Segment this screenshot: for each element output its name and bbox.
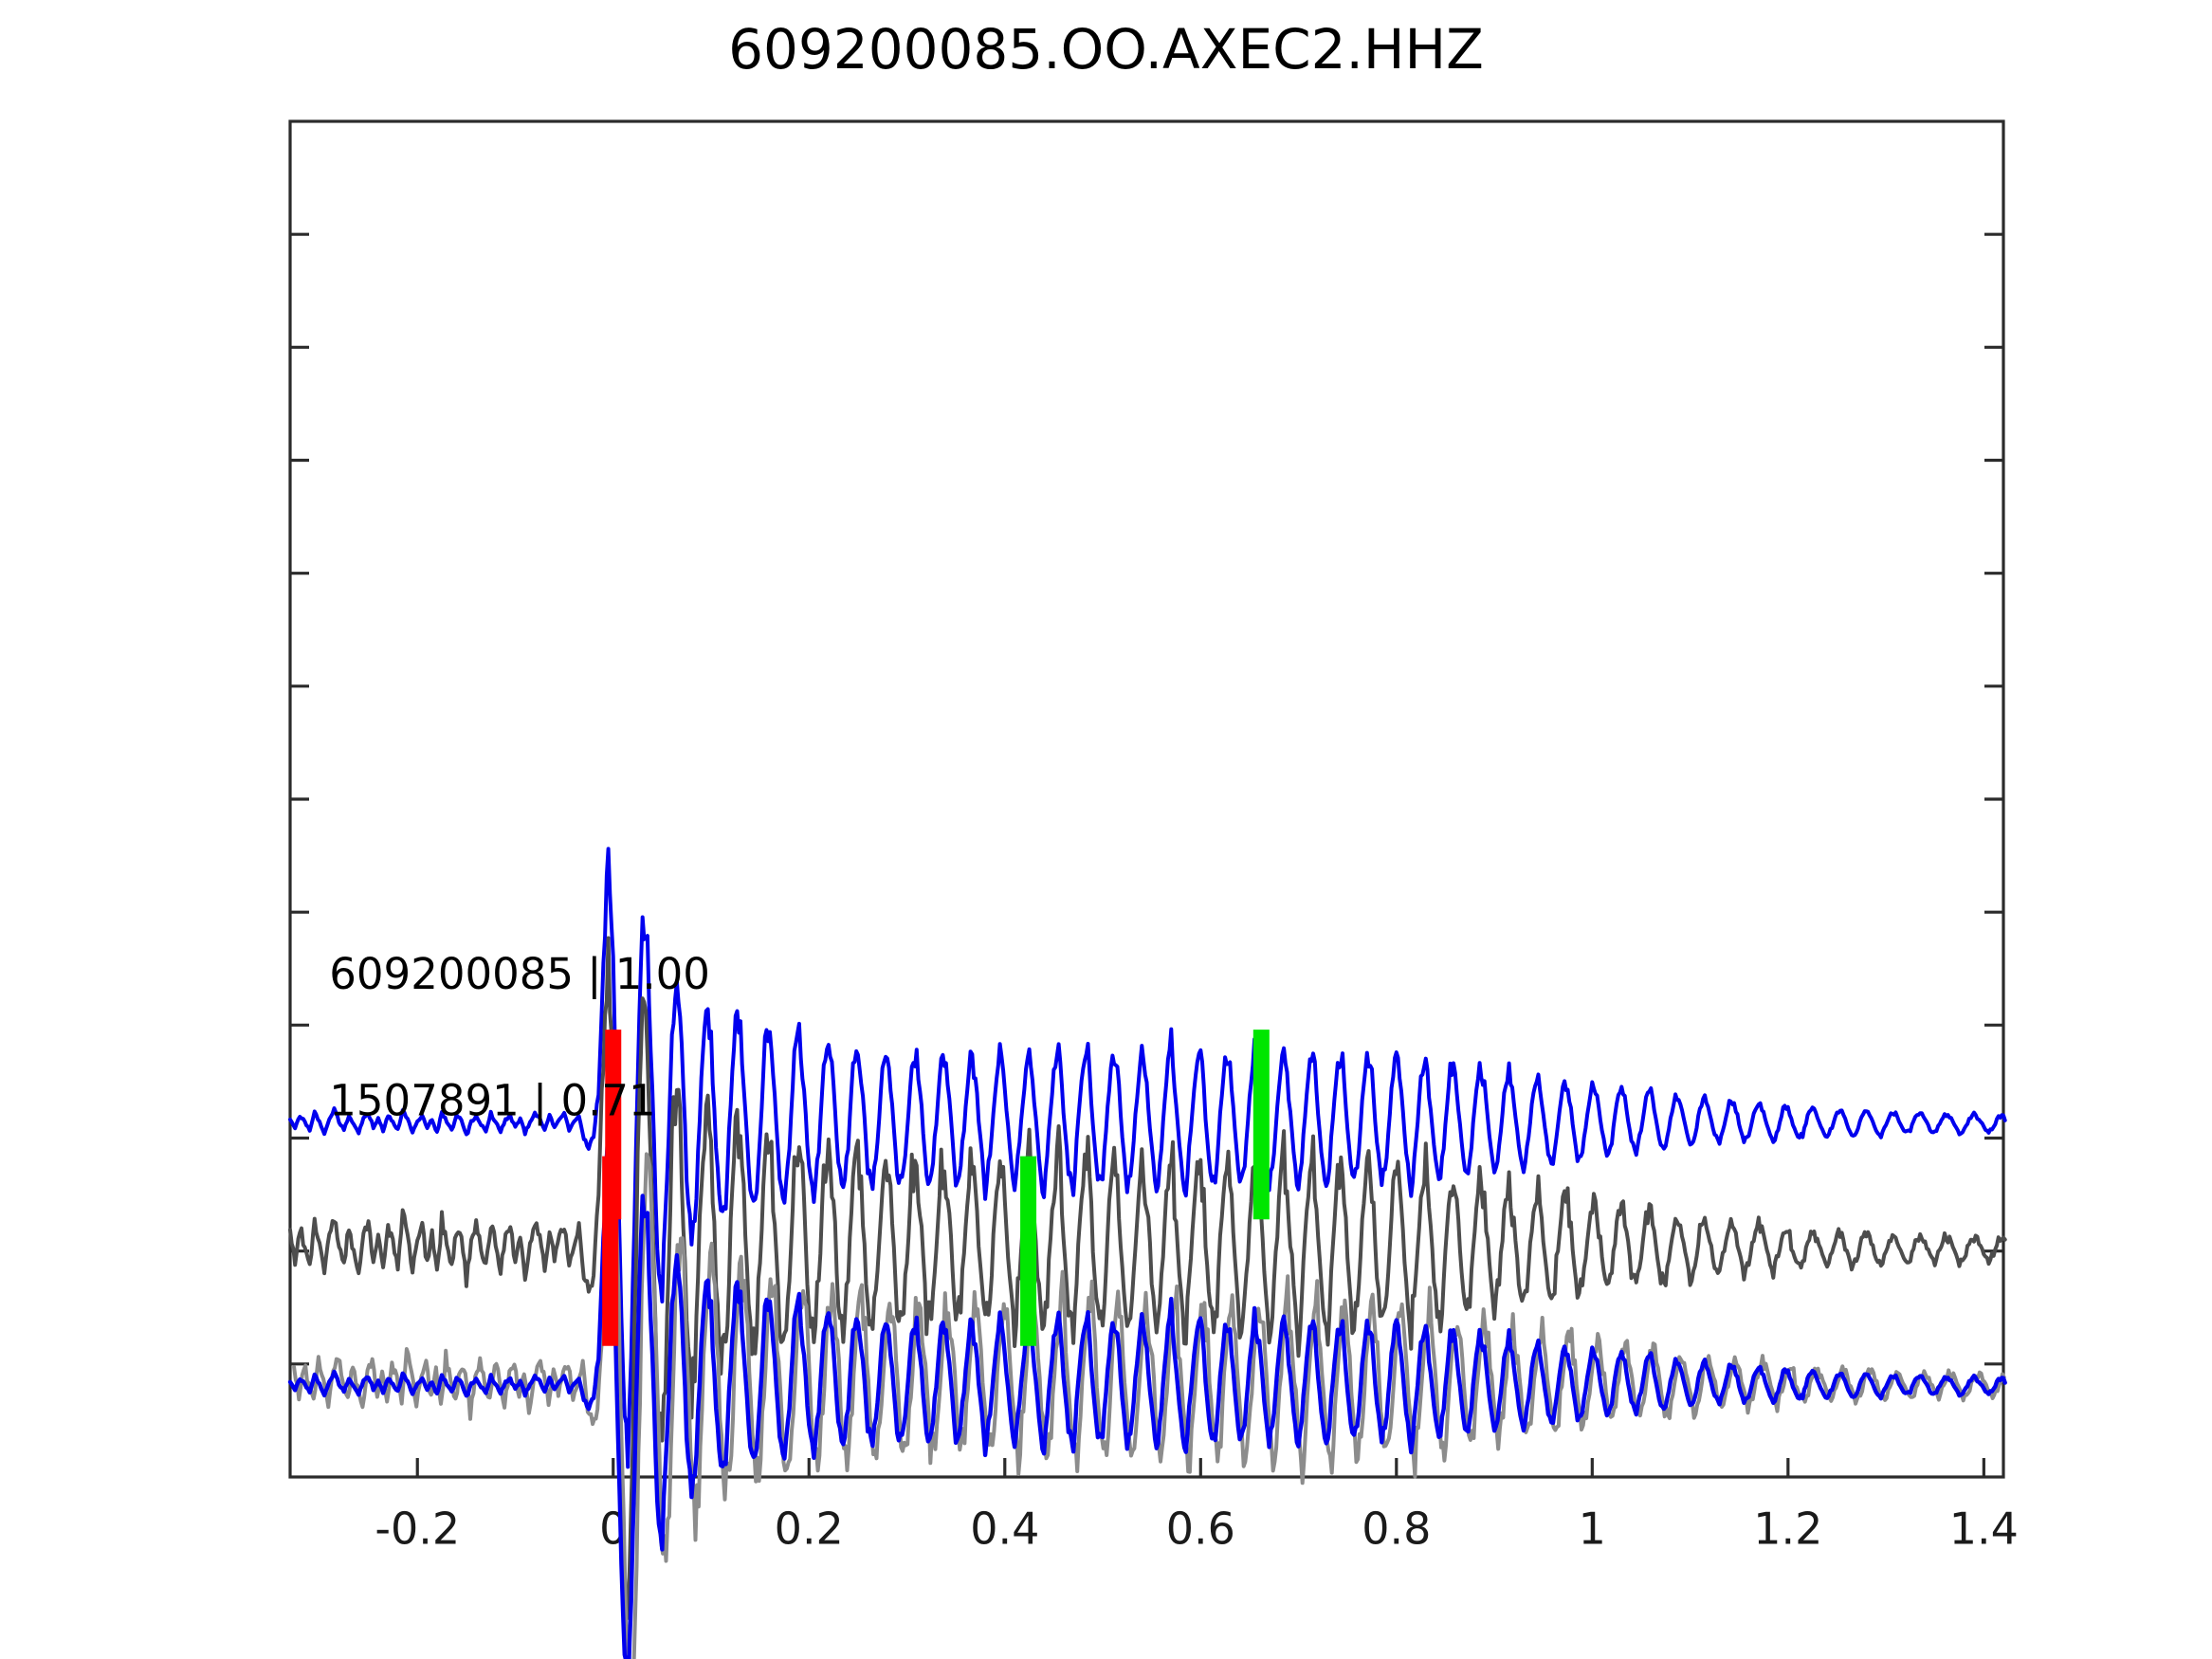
x-tick-label: 0.4	[970, 1503, 1039, 1554]
waveform-template	[288, 847, 2007, 1469]
waveform-detection	[288, 936, 2007, 1620]
x-tick-label: 1	[1579, 1503, 1606, 1554]
x-tick-label: -0.2	[375, 1503, 460, 1554]
x-tick-label: 0.2	[775, 1503, 844, 1554]
x-tick-label: 1.2	[1753, 1503, 1822, 1554]
x-tick-label: 0.6	[1166, 1503, 1235, 1554]
page-title: 609200085.OO.AXEC2.HHZ	[728, 17, 1484, 82]
y-axis-ticks	[290, 232, 2003, 1366]
detection-trace-label: 1507891 | 0.71	[329, 1076, 655, 1126]
panel-detection-trace	[288, 936, 2007, 1620]
x-axis-ticks: -0.2 0 0.2 0.4 0.6 0.8 1 1.2 1.4	[375, 1458, 2019, 1554]
x-tick-label: 1.4	[1949, 1503, 2019, 1554]
panel-template-trace	[288, 847, 2007, 1469]
waveform-overlay-template	[287, 1130, 2007, 1659]
panel-overlay-comparison	[287, 1096, 2007, 1659]
template-trace-label: 609200085 | 1.00	[329, 949, 710, 999]
x-tick-label: 0.8	[1362, 1503, 1431, 1554]
